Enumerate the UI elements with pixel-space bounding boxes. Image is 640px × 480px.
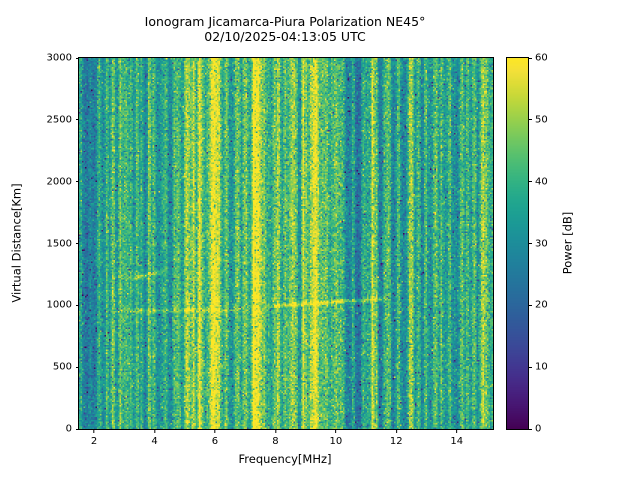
x-tick-14: 14 <box>450 429 463 447</box>
colorbar-tick-10: 10 <box>528 362 548 373</box>
y-tick-500: 500 <box>53 362 79 373</box>
colorbar-tick-60: 60 <box>528 53 548 64</box>
plot-area[interactable]: 0 500 1000 1500 2000 2500 3000 2 4 6 8 10 12 14 <box>47 53 494 447</box>
colorbar-tick-0: 0 <box>528 424 541 435</box>
y-tick-2000: 2000 <box>47 176 79 187</box>
x-axis-label: Frequency[MHz] <box>238 452 332 466</box>
colorbar-gradient <box>507 58 528 429</box>
y-tick-1000: 1000 <box>47 300 79 311</box>
colorbar-tick-50: 50 <box>528 114 548 125</box>
plot-title-line1: Ionogram Jicamarca-Piura Polarization NE… <box>144 14 426 29</box>
y-tick-0: 0 <box>66 424 79 435</box>
x-tick-6: 6 <box>212 429 218 447</box>
colorbar-tick-30: 30 <box>528 238 548 249</box>
y-tick-1500: 1500 <box>47 238 79 249</box>
x-tick-2: 2 <box>91 429 97 447</box>
y-tick-3000: 3000 <box>47 53 79 64</box>
colorbar-tick-40: 40 <box>528 176 548 187</box>
x-tick-10: 10 <box>329 429 342 447</box>
colorbar[interactable]: 0 10 20 30 40 50 60 <box>506 53 548 435</box>
x-tick-4: 4 <box>151 429 157 447</box>
plot-title: Ionogram Jicamarca-Piura Polarization NE… <box>0 14 570 44</box>
x-tick-12: 12 <box>390 429 403 447</box>
x-tick-8: 8 <box>272 429 278 447</box>
y-axis-label: Virtual Distance[Km] <box>10 182 25 303</box>
plot-title-line2: 02/10/2025-04:13:05 UTC <box>204 29 366 44</box>
colorbar-tick-20: 20 <box>528 300 548 311</box>
ionogram-heatmap[interactable] <box>79 58 493 429</box>
y-tick-2500: 2500 <box>47 114 79 125</box>
colorbar-label: Power [dB] <box>560 211 574 274</box>
